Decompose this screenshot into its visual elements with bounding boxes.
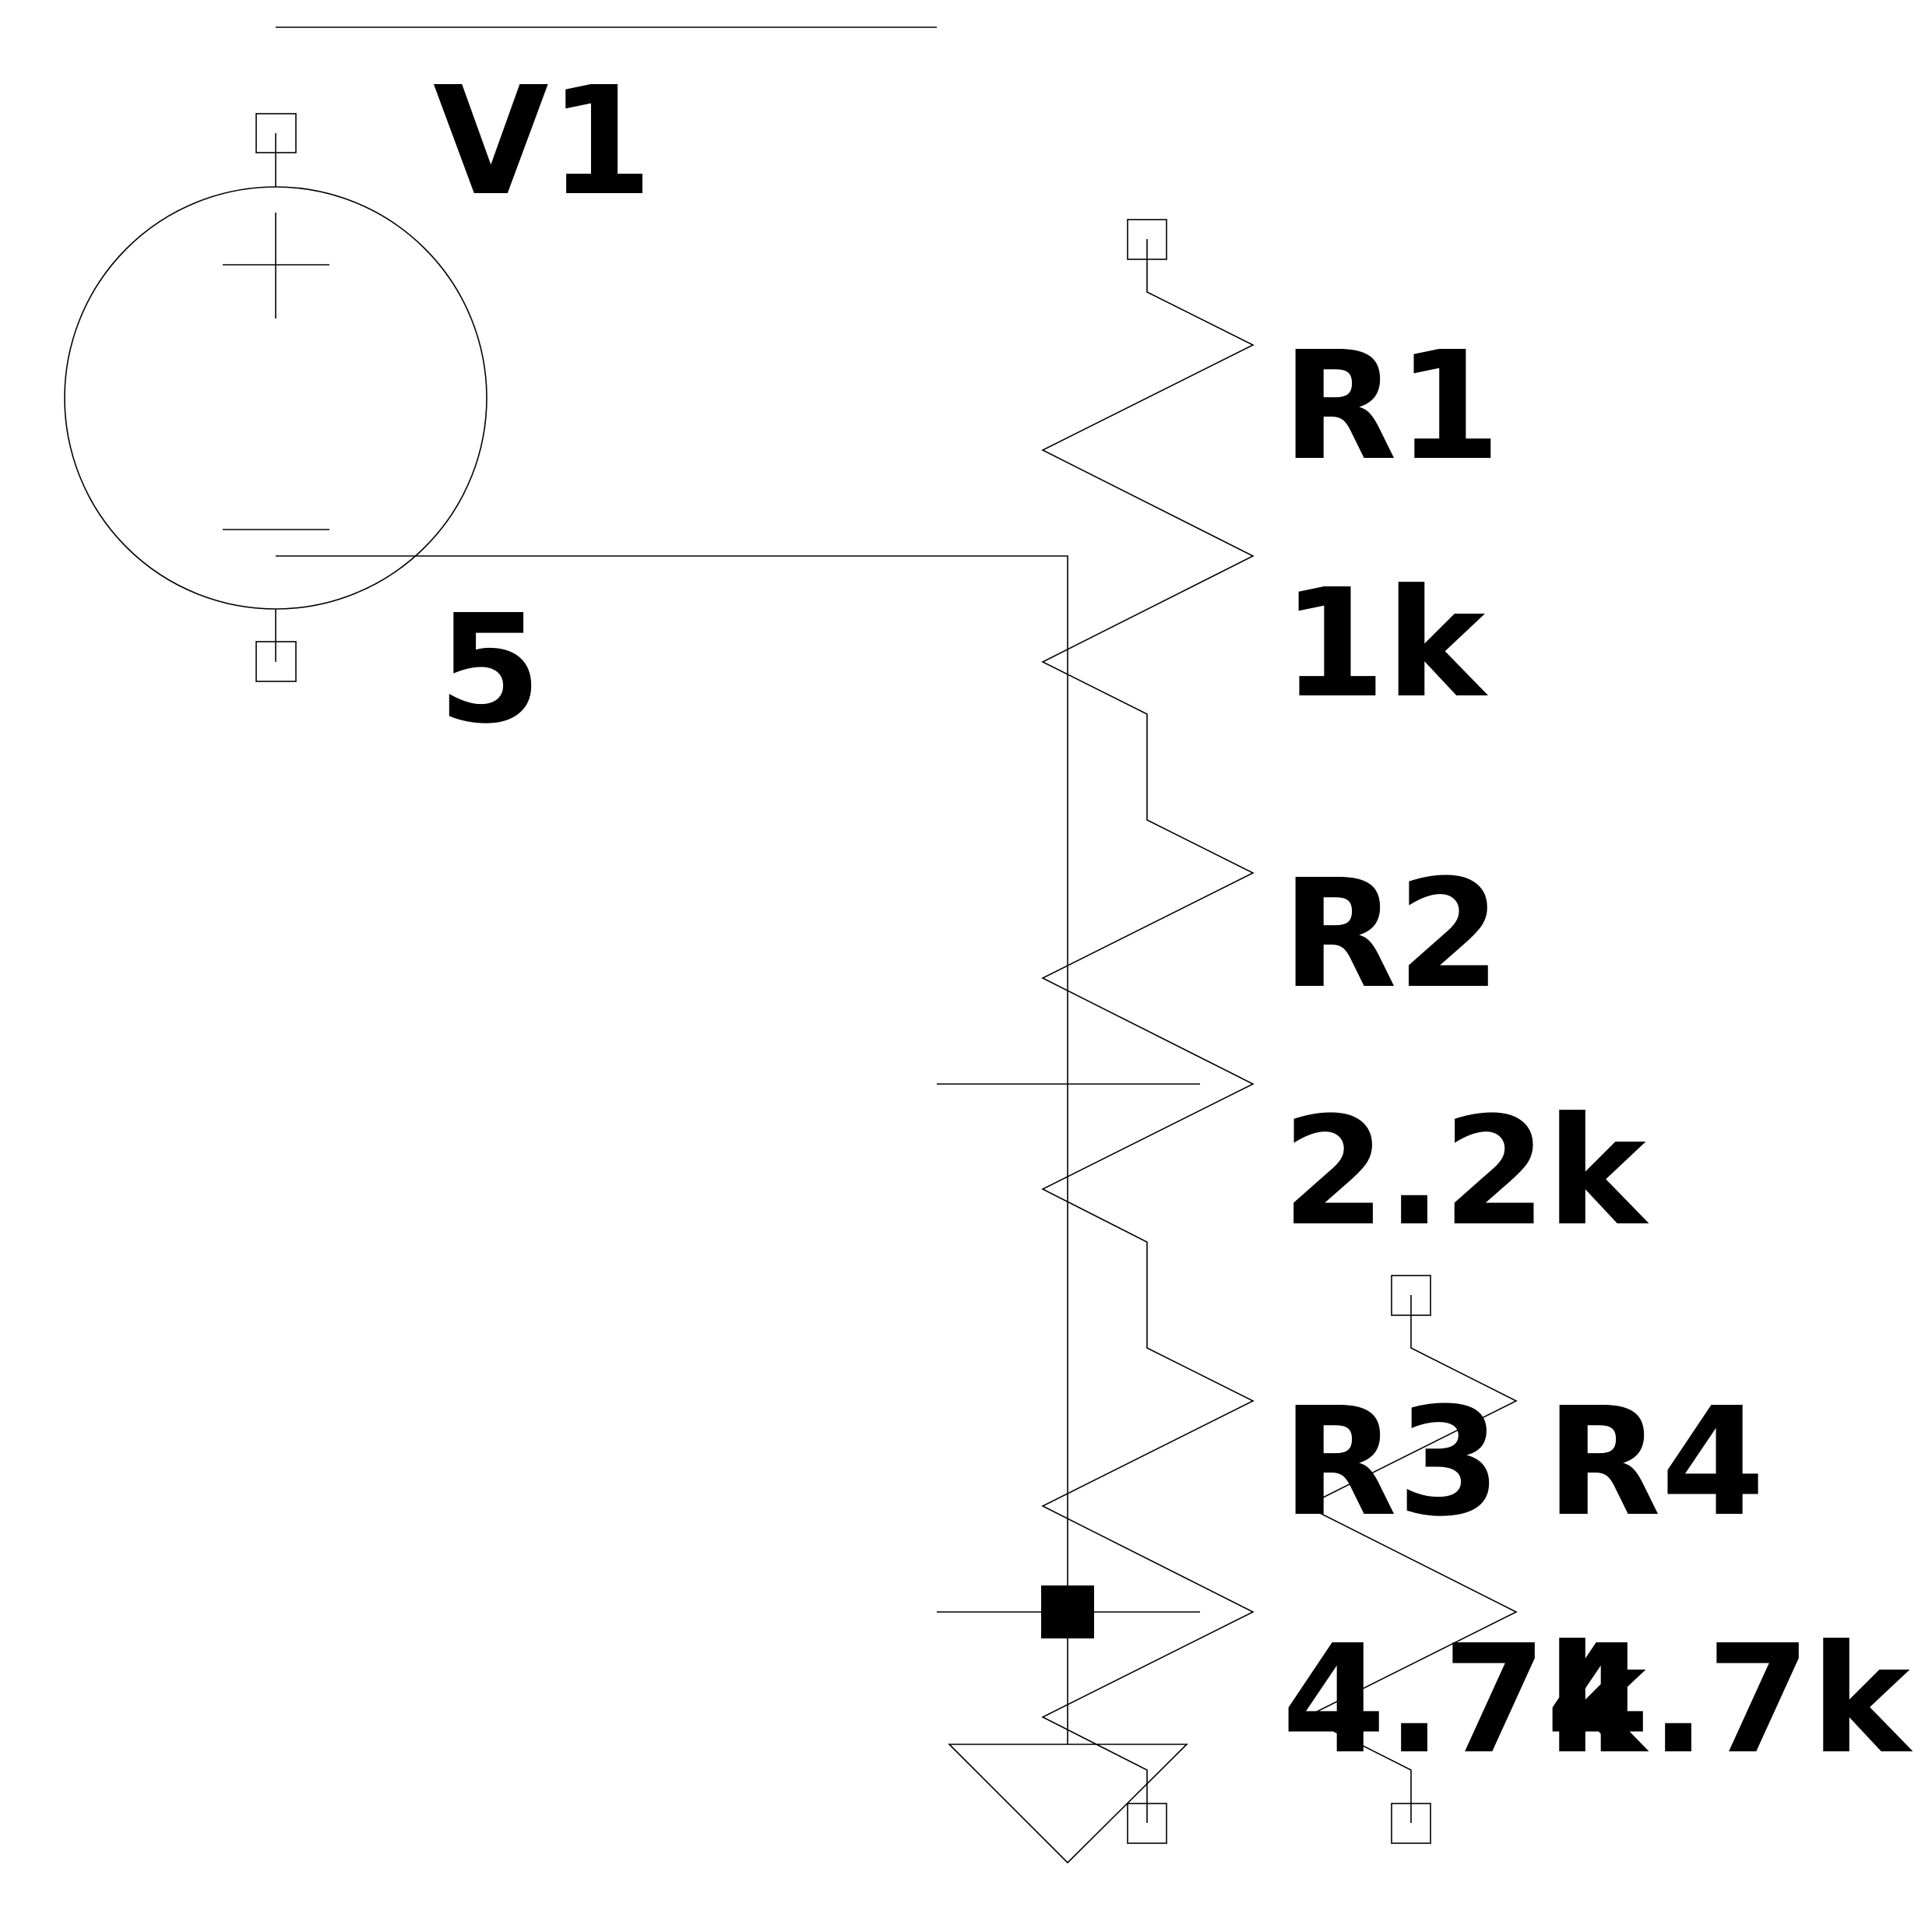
r2-name-label: R2 — [1282, 848, 1501, 1022]
ground-icon — [948, 1744, 1188, 1864]
v1-name-label: V1 — [433, 55, 653, 229]
r1-zigzag — [1041, 239, 1255, 767]
v1-value-label: 5 — [438, 583, 542, 757]
pin-icon — [255, 641, 297, 682]
pin-icon — [1127, 1803, 1167, 1844]
r1-value-label: 1k — [1282, 558, 1489, 731]
resistor-r3[interactable]: R3 4.7k — [1041, 1295, 1649, 1844]
r2-zigzag — [1041, 767, 1255, 1295]
r3-zigzag — [1041, 1295, 1255, 1823]
r4-name-label: R4 — [1546, 1376, 1765, 1550]
r1-name-label: R1 — [1282, 320, 1501, 494]
voltage-source-v1[interactable]: V1 5 — [64, 55, 653, 757]
r4-value-label: 4.7k — [1546, 1614, 1913, 1787]
r4-zigzag — [1304, 1295, 1518, 1823]
resistor-r1[interactable]: R1 1k — [1041, 219, 1501, 767]
r2-value-label: 2.2k — [1282, 1086, 1649, 1259]
wires — [276, 26, 1200, 1744]
wire-v1-to-ground — [276, 555, 1068, 1744]
resistor-r4[interactable]: R4 4.7k — [1304, 1275, 1913, 1844]
pin-icon — [1391, 1803, 1431, 1844]
junction-dot — [1041, 1585, 1094, 1638]
r3-value-label: 4.7k — [1282, 1614, 1649, 1787]
resistor-r2[interactable]: R2 2.2k — [1041, 767, 1649, 1295]
ground-symbol — [948, 1744, 1188, 1864]
